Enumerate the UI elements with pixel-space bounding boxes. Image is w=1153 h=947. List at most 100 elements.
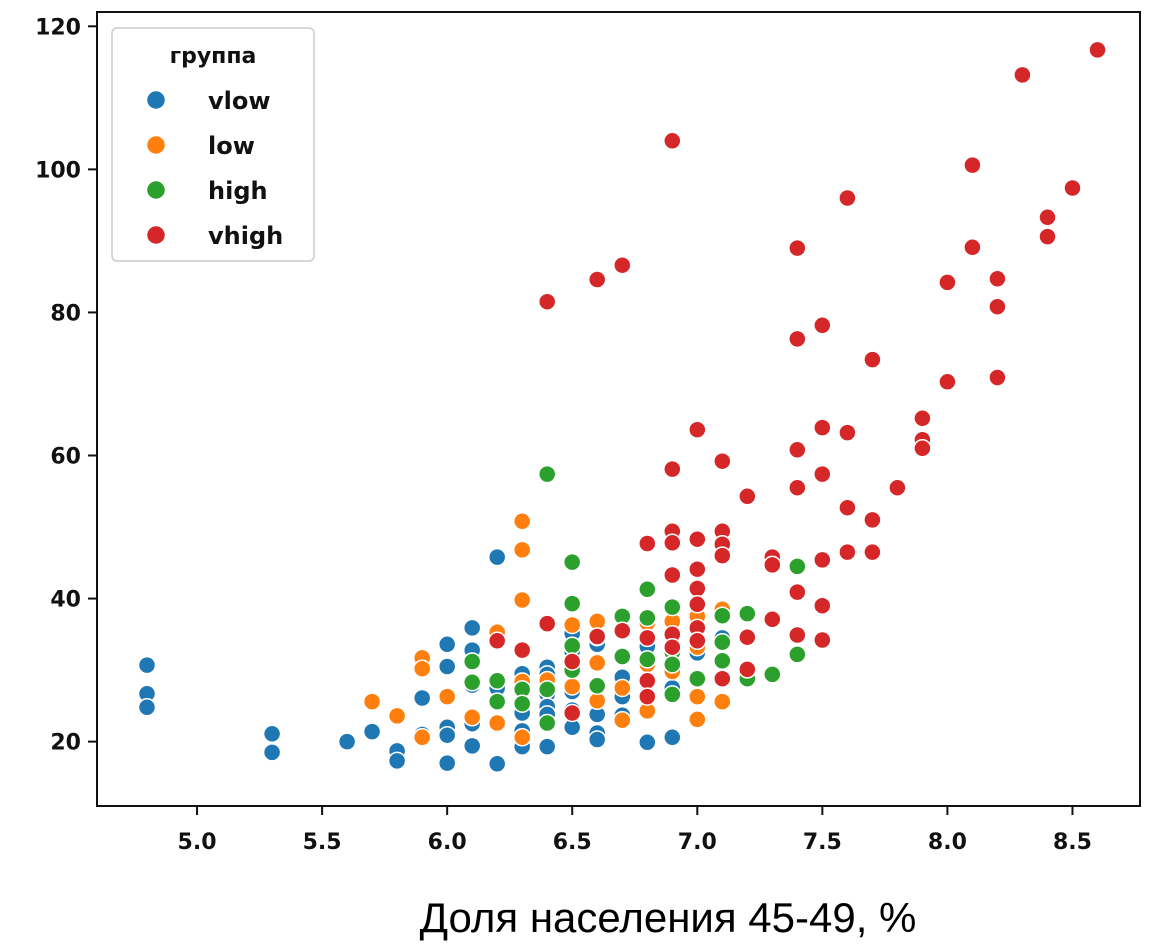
plot-area-frame bbox=[96, 11, 1141, 807]
data-point-vhigh bbox=[713, 669, 732, 688]
data-point-high bbox=[537, 464, 557, 484]
legend-label-high: high bbox=[208, 177, 268, 205]
data-point-vhigh bbox=[988, 368, 1007, 387]
data-point-high bbox=[613, 647, 632, 666]
data-point-high bbox=[562, 552, 582, 572]
y-tick-label: 60 bbox=[50, 444, 81, 469]
x-tick-label: 8.0 bbox=[928, 830, 967, 855]
x-tick-label: 6.5 bbox=[553, 830, 592, 855]
data-point-low bbox=[512, 512, 532, 531]
data-point-vhigh bbox=[838, 188, 857, 208]
data-point-low bbox=[613, 678, 632, 698]
data-point-vlow bbox=[487, 547, 507, 567]
x-axis-ticks: 5.0 5.5 6.0 6.5 7.0 7.5 8.0 8.5 bbox=[178, 806, 1092, 855]
y-tick-label: 80 bbox=[50, 301, 81, 326]
data-point-vhigh bbox=[813, 464, 832, 484]
data-point-vhigh bbox=[788, 478, 807, 497]
data-point-vlow bbox=[663, 728, 682, 747]
data-point-vhigh bbox=[663, 459, 682, 479]
data-point-vhigh bbox=[838, 498, 857, 517]
data-point-vhigh bbox=[587, 270, 607, 289]
data-point-low bbox=[362, 692, 382, 711]
data-point-vhigh bbox=[788, 329, 807, 349]
y-tick-label: 40 bbox=[50, 588, 81, 613]
data-point-high bbox=[487, 692, 507, 711]
y-axis-ticks: 20 40 60 80 100 120 bbox=[35, 15, 97, 756]
data-point-high bbox=[688, 669, 707, 688]
data-point-vhigh bbox=[1013, 65, 1032, 85]
data-point-high bbox=[713, 606, 732, 625]
x-tick-label: 5.0 bbox=[178, 830, 217, 855]
data-point-vhigh bbox=[713, 451, 732, 471]
data-point-low bbox=[688, 687, 707, 706]
data-point-vlow bbox=[462, 736, 482, 756]
data-point-vhigh bbox=[562, 652, 582, 671]
data-point-vhigh bbox=[638, 628, 657, 648]
data-point-high bbox=[663, 655, 682, 674]
data-point-vlow bbox=[262, 724, 282, 744]
data-point-vhigh bbox=[613, 621, 632, 640]
data-point-vlow bbox=[437, 725, 457, 745]
data-point-vlow bbox=[638, 733, 657, 752]
legend: группа vlow low high vhigh bbox=[111, 27, 315, 262]
legend-marker-low bbox=[145, 134, 167, 156]
data-point-high bbox=[763, 665, 782, 684]
data-point-vhigh bbox=[988, 297, 1007, 316]
data-point-vlow bbox=[537, 737, 557, 756]
data-point-vlow bbox=[337, 732, 357, 751]
data-point-low bbox=[387, 706, 407, 726]
data-point-vlow bbox=[387, 751, 407, 771]
data-point-high bbox=[462, 652, 482, 671]
data-point-vhigh bbox=[738, 627, 757, 647]
data-point-vhigh bbox=[1063, 178, 1082, 198]
data-point-high bbox=[788, 557, 807, 576]
data-point-vhigh bbox=[537, 614, 557, 633]
data-point-vhigh bbox=[813, 550, 832, 570]
data-point-vhigh bbox=[788, 625, 807, 645]
data-point-vhigh bbox=[562, 703, 582, 723]
data-point-low bbox=[412, 659, 432, 678]
data-point-vhigh bbox=[487, 631, 507, 651]
data-point-vhigh bbox=[763, 610, 782, 629]
data-point-vhigh bbox=[663, 637, 682, 657]
data-point-vhigh bbox=[763, 555, 782, 575]
data-point-high bbox=[713, 632, 732, 652]
data-point-vhigh bbox=[613, 255, 632, 275]
legend-marker-vhigh bbox=[145, 224, 167, 246]
data-point-vhigh bbox=[813, 630, 832, 650]
data-point-vhigh bbox=[963, 155, 982, 175]
data-point-vhigh bbox=[913, 439, 932, 458]
x-tick-label: 6.0 bbox=[428, 830, 467, 855]
data-points bbox=[137, 40, 1107, 774]
data-point-vhigh bbox=[512, 640, 532, 660]
data-point-vhigh bbox=[988, 269, 1007, 289]
data-point-low bbox=[688, 710, 707, 729]
data-point-vhigh bbox=[713, 546, 732, 565]
data-point-high bbox=[537, 680, 557, 699]
data-point-vlow bbox=[412, 688, 432, 708]
data-point-low bbox=[462, 708, 482, 727]
legend-label-vlow: vlow bbox=[208, 87, 271, 115]
data-point-vhigh bbox=[1088, 40, 1107, 60]
data-point-high bbox=[462, 673, 482, 692]
data-point-vhigh bbox=[963, 238, 982, 257]
legend-marker-vlow bbox=[145, 89, 167, 111]
data-point-high bbox=[713, 651, 732, 671]
legend-marker-high bbox=[145, 179, 167, 201]
data-point-high bbox=[512, 694, 532, 713]
data-point-vhigh bbox=[638, 534, 657, 553]
data-point-vhigh bbox=[663, 565, 682, 585]
x-tick-label: 5.5 bbox=[303, 830, 342, 855]
data-point-low bbox=[512, 590, 532, 610]
data-point-high bbox=[638, 580, 657, 599]
data-point-vhigh bbox=[638, 687, 657, 706]
data-point-vlow bbox=[462, 618, 482, 638]
x-tick-label: 7.0 bbox=[678, 830, 717, 855]
legend-title: группа bbox=[170, 44, 257, 69]
data-point-vhigh bbox=[838, 423, 857, 442]
legend-label-vhigh: vhigh bbox=[208, 222, 283, 250]
y-tick-label: 100 bbox=[35, 158, 81, 183]
data-point-vhigh bbox=[938, 372, 957, 392]
legend-items: vlow low high vhigh bbox=[145, 87, 283, 250]
